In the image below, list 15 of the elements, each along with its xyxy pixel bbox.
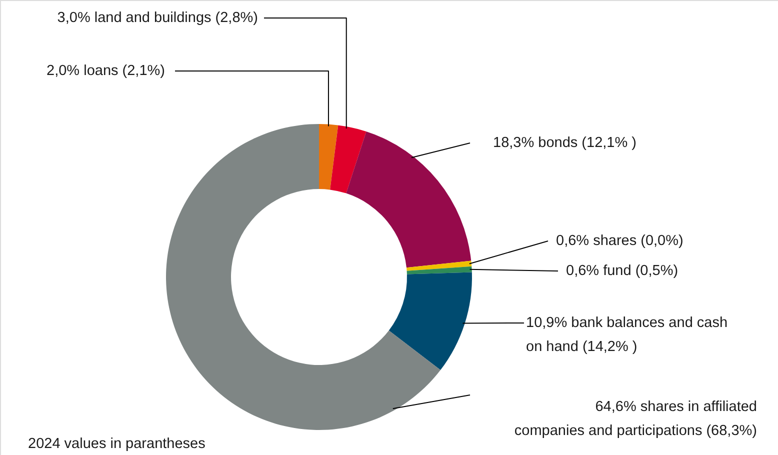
slice-label: 2,0% loans (2,1%) xyxy=(46,63,165,79)
donut-slice xyxy=(388,272,472,370)
slice-label: 0,6% fund (0,5%) xyxy=(566,263,678,279)
slice-label: 10,9% bank balances and cash on hand (14,2% ) xyxy=(526,315,728,355)
slice-label: 18,3% bonds (12,1% ) xyxy=(493,135,636,151)
donut-slice xyxy=(330,125,366,194)
donut-slice xyxy=(406,266,472,274)
slice-label: 3,0% land and buildings (2,8%) xyxy=(57,10,258,26)
donut-slice xyxy=(166,124,440,430)
text: 2024 values in parantheses xyxy=(28,436,206,452)
donut-slice xyxy=(406,260,472,271)
donut-slice xyxy=(319,124,338,190)
slice-label: 0,6% shares (0,0%) xyxy=(556,233,684,249)
slice-label: 64,6% shares in affiliated companies and participations (68,3%) xyxy=(514,399,757,439)
donut-slice xyxy=(346,131,472,268)
